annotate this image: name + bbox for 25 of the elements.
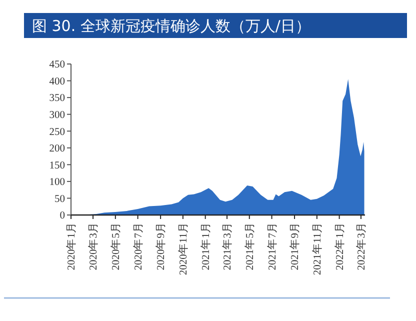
x-tick-label: 2020年7月 [132, 222, 144, 270]
x-tick-label: 2021年1月 [200, 222, 212, 270]
x-tick-label: 2022年3月 [356, 222, 368, 270]
x-tick-label: 2020年1月 [66, 222, 78, 270]
y-tick-label: 200 [49, 144, 65, 155]
x-tick-label: 2021年11月 [312, 222, 324, 276]
y-tick-label: 100 [49, 177, 65, 188]
x-tick-label: 2021年9月 [289, 222, 302, 270]
y-tick-label: 450 [49, 60, 65, 71]
y-tick-label: 0 [60, 210, 65, 222]
y-tick-label: 150 [49, 160, 65, 172]
y-tick-label: 300 [49, 110, 65, 122]
y-tick-label: 350 [49, 93, 65, 104]
x-tick-label: 2021年7月 [266, 222, 278, 270]
x-tick-label: 2020年11月 [178, 222, 190, 276]
y-tick-label: 400 [49, 76, 65, 88]
x-tick-label: 2022年1月 [334, 222, 346, 270]
x-tick-label: 2021年3月 [222, 222, 234, 270]
x-tick-label: 2021年5月 [244, 222, 256, 270]
y-tick-label: 50 [54, 194, 65, 205]
chart-title: 图 30. 全球新冠疫情确诊人数（万人/日） [32, 17, 310, 35]
x-tick-label: 2020年9月 [155, 222, 168, 270]
x-tick-label: 2020年3月 [88, 222, 100, 270]
y-tick-label: 250 [49, 126, 65, 138]
x-tick-label: 2020年5月 [110, 222, 122, 270]
